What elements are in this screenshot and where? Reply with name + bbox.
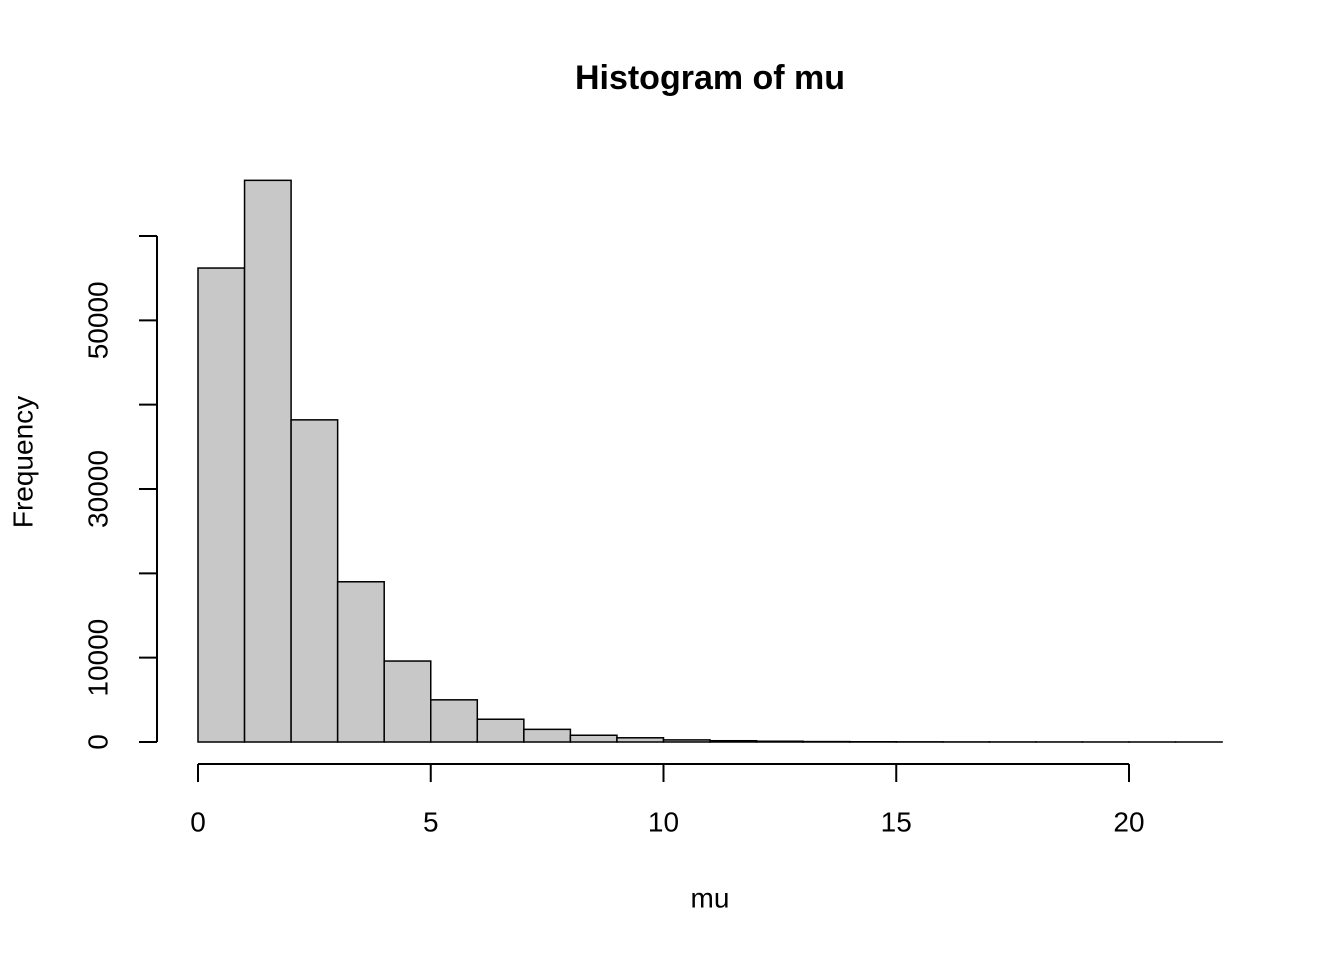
bar	[383, 660, 432, 743]
y-tick-label: 50000	[82, 281, 113, 359]
x-axis-label: mu	[691, 882, 730, 913]
y-tick-label: 10000	[82, 619, 113, 697]
x-tick-label: 5	[423, 806, 439, 837]
bar	[290, 419, 339, 743]
x-tick-label: 15	[881, 806, 912, 837]
y-axis-label: Frequency	[7, 396, 38, 528]
x-tick-label: 10	[648, 806, 679, 837]
y-tick-label: 30000	[82, 450, 113, 528]
y-tick-label: 0	[82, 734, 113, 750]
x-tick-label: 0	[190, 806, 206, 837]
bar	[336, 581, 385, 743]
bar	[197, 267, 246, 743]
x-tick-label: 20	[1113, 806, 1144, 837]
bar	[709, 739, 758, 743]
bar	[430, 699, 479, 743]
bar	[476, 718, 525, 743]
bar	[523, 728, 572, 743]
chart-title: Histogram of mu	[575, 59, 845, 97]
bar	[755, 740, 804, 743]
bar	[569, 734, 618, 743]
bar	[616, 737, 665, 743]
bar	[662, 739, 711, 743]
bar	[243, 179, 292, 743]
